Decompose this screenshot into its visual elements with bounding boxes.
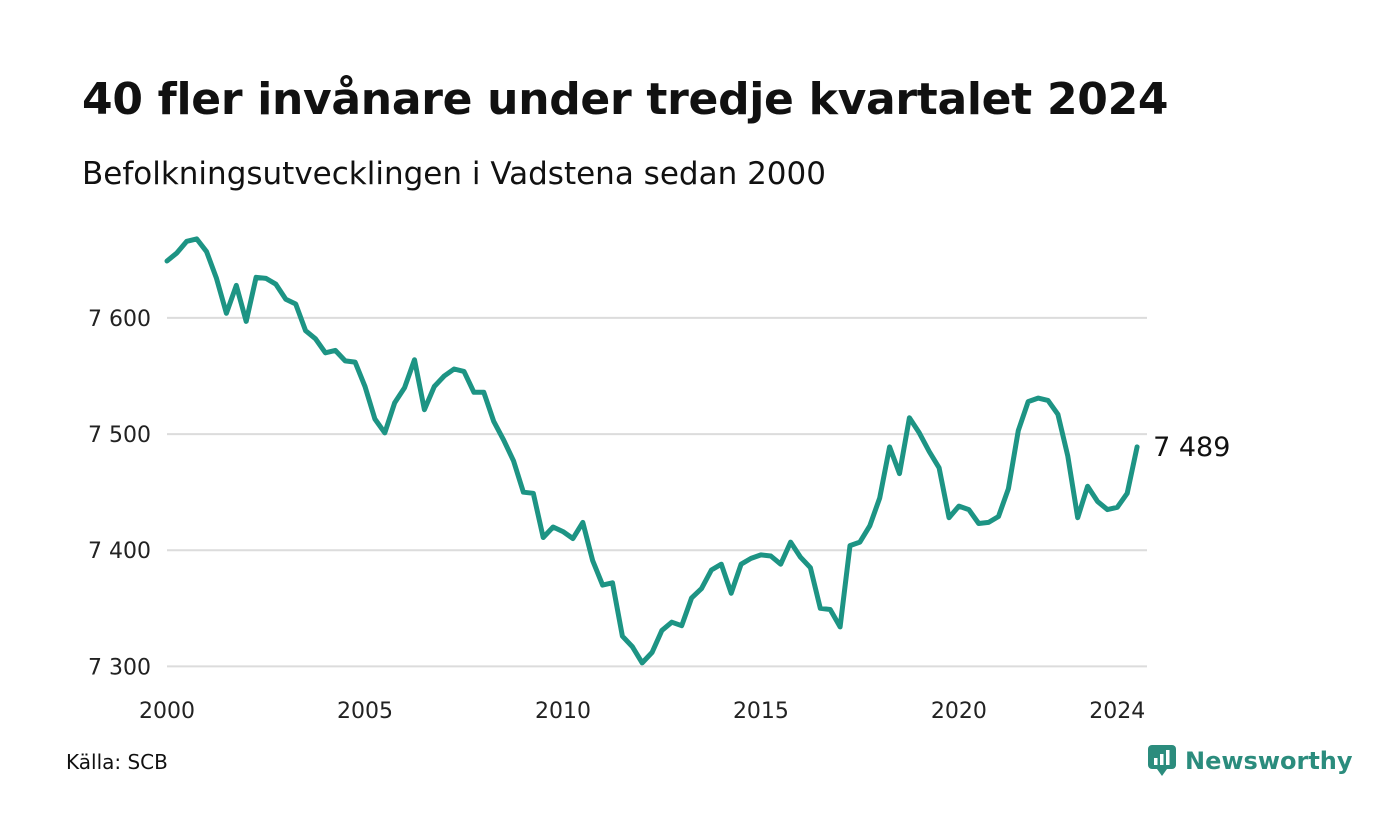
y-tick-label: 7 600 xyxy=(88,307,151,332)
x-tick-label: 2024 xyxy=(1089,699,1145,724)
gridlines xyxy=(167,316,1147,668)
line-chart: 7 300 7 400 7 500 7 600 2000 2005 2010 2015 202… xyxy=(88,236,1230,724)
y-axis-ticks: 7 300 7 400 7 500 7 600 xyxy=(88,307,151,680)
x-tick-label: 2000 xyxy=(139,699,195,724)
end-value-label: 7 489 xyxy=(1153,432,1230,463)
newsworthy-logo-icon xyxy=(1148,745,1176,776)
chart-title: 40 fler invånare under tredje kvartalet … xyxy=(82,74,1169,125)
brand-logo[interactable]: Newsworthy xyxy=(1147,744,1353,778)
series-layer: 7 489 xyxy=(164,236,1230,666)
y-tick-label: 7 300 xyxy=(88,655,151,680)
y-tick-label: 7 400 xyxy=(88,539,151,564)
brand-name: Newsworthy xyxy=(1185,747,1353,775)
x-tick-label: 2015 xyxy=(733,699,789,724)
x-tick-label: 2005 xyxy=(337,699,393,724)
source-note: Källa: SCB xyxy=(66,750,168,774)
series-line xyxy=(164,236,1140,666)
x-axis-ticks: 2000 2005 2010 2015 2020 2024 xyxy=(139,699,1145,724)
x-tick-label: 2010 xyxy=(535,699,591,724)
x-tick-label: 2020 xyxy=(931,699,987,724)
chart-subtitle: Befolkningsutvecklingen i Vadstena sedan… xyxy=(82,156,826,192)
y-tick-label: 7 500 xyxy=(88,423,151,448)
